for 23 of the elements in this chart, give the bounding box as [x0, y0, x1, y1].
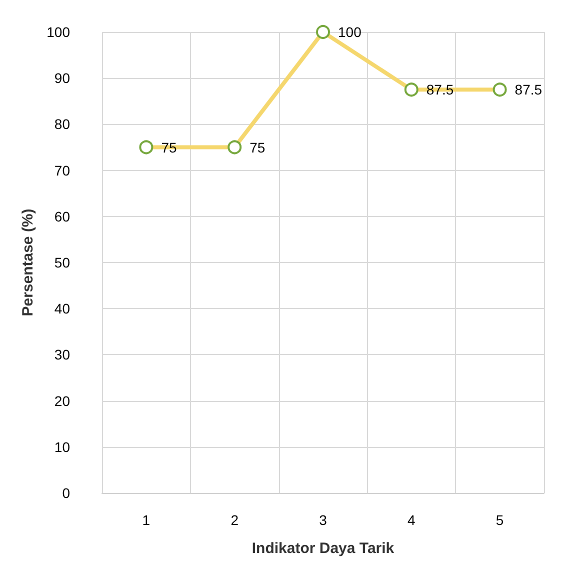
y-tick-label: 40 [54, 300, 70, 317]
y-tick-label: 70 [54, 162, 70, 178]
y-tick-label: 30 [54, 346, 70, 363]
x-axis-title: Indikator Daya Tarik [252, 540, 395, 557]
y-tick-label: 50 [54, 254, 70, 270]
y-tick-label: 20 [54, 392, 70, 409]
x-tick-label: 3 [319, 512, 328, 528]
y-tick-label: 90 [54, 70, 70, 86]
x-tick-label: 1 [142, 512, 150, 528]
y-tick-label: 60 [54, 208, 70, 224]
y-axis-title: Persentase (%) [20, 208, 37, 316]
data-label: 75 [161, 139, 177, 156]
y-tick-label: 100 [46, 24, 70, 40]
data-label: 87.5 [514, 82, 542, 98]
y-tick-label: 0 [62, 485, 70, 501]
x-tick-label: 2 [230, 512, 239, 528]
data-label: 100 [338, 24, 362, 40]
y-tick-label: 80 [54, 116, 70, 132]
data-label: 87.5 [426, 82, 454, 98]
y-tick-label: 10 [54, 438, 70, 455]
data-label: 75 [250, 139, 266, 156]
x-tick-label: 4 [408, 512, 416, 528]
x-tick-label: 5 [496, 512, 504, 528]
